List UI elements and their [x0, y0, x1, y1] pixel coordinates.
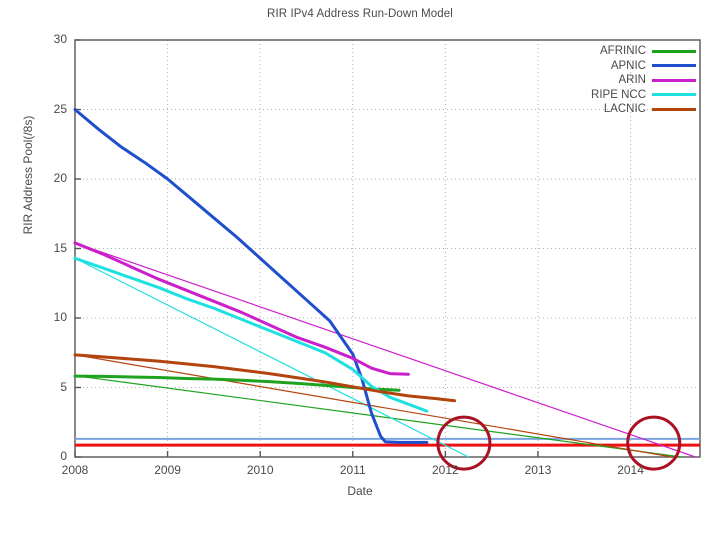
legend-label: APNIC: [610, 59, 646, 72]
x-tick-2013: 2013: [524, 463, 552, 477]
y-tick-5: 5: [60, 379, 67, 394]
y-tick-30: 30: [53, 32, 67, 46]
y-tick-20: 20: [53, 171, 67, 185]
legend-label: ARIN: [618, 74, 646, 87]
x-tick-2009: 2009: [154, 463, 181, 477]
legend-item-afrinic: AFRINIC: [560, 44, 696, 59]
legend-swatch: [652, 49, 696, 53]
AFRINIC-projection: [74, 375, 682, 458]
legend-swatch: [652, 78, 696, 82]
RIPE-NCC-projection: [74, 257, 469, 458]
legend-label: RIPE NCC: [591, 88, 646, 101]
legend-label: LACNIC: [603, 103, 646, 116]
exhaustion-marker-2014: [626, 415, 682, 471]
series-line-ripe-ncc: [73, 256, 429, 413]
y-tick-10: 10: [53, 310, 67, 324]
y-tick-0: 0: [60, 449, 67, 463]
legend-swatch: [652, 107, 696, 111]
legend-swatch: [652, 93, 696, 97]
x-tick-2010: 2010: [246, 463, 274, 477]
y-tick-15: 15: [53, 240, 67, 255]
ARIN-projection: [74, 242, 696, 458]
legend-swatch: [652, 64, 696, 68]
LACNIC-projection: [74, 354, 673, 458]
x-axis-label: Date: [347, 484, 373, 498]
legend-item-arin: ARIN: [560, 73, 696, 88]
projection-lines: [74, 242, 696, 458]
series-line-afrinic: [73, 374, 401, 392]
legend-label: AFRINIC: [600, 45, 646, 58]
series-line-arin: [73, 241, 410, 376]
annotation-circles: [436, 415, 682, 471]
axis-frame: [74, 39, 701, 458]
exhaustion-marker-2012: [436, 415, 492, 471]
x-tick-2011: 2011: [339, 463, 366, 477]
legend: AFRINIC APNIC ARIN RIPE NCC LACNIC: [560, 44, 696, 116]
y-tick-25: 25: [53, 101, 67, 116]
legend-item-apnic: APNIC: [560, 59, 696, 74]
chart-title: RIR IPv4 Address Run-Down Model: [267, 8, 453, 20]
x-tick-2008: 2008: [61, 463, 89, 477]
series-line-lacnic: [73, 353, 457, 403]
data-series-lines: [73, 108, 457, 444]
series-line-apnic: [73, 108, 429, 444]
legend-item-ripe-ncc: RIPE NCC: [560, 88, 696, 103]
legend-item-lacnic: LACNIC: [560, 102, 696, 117]
x-tick-2014: 2014: [617, 463, 644, 477]
x-tick-2012: 2012: [432, 463, 459, 477]
